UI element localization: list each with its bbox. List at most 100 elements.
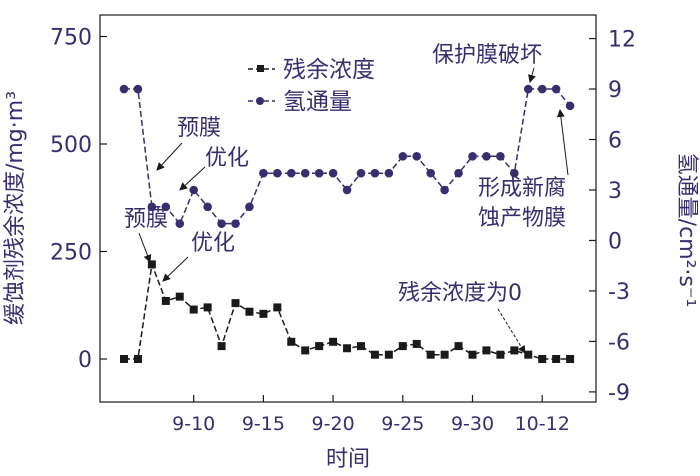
concentration-point bbox=[510, 346, 519, 355]
right-axis-title: 氢通量/cm²·s⁻¹ bbox=[674, 153, 699, 308]
flux-point bbox=[412, 152, 422, 161]
flux-point bbox=[510, 168, 519, 178]
flux-point bbox=[426, 168, 435, 178]
left-tick-label: 750 bbox=[50, 26, 92, 51]
annotation-arrow bbox=[179, 166, 206, 191]
concentration-point bbox=[370, 350, 379, 359]
concentration-point bbox=[133, 355, 142, 363]
legend: 残余浓度 氢通量 bbox=[248, 57, 375, 115]
concentration-point bbox=[175, 292, 184, 301]
right-tick-label: -3 bbox=[608, 280, 630, 305]
flux-point bbox=[454, 168, 463, 178]
x-tick-label: 9-10 bbox=[172, 413, 215, 435]
annotation-arrow bbox=[156, 142, 183, 171]
legend-label-flux: 氢通量 bbox=[283, 89, 352, 115]
legend-label-concentration: 残余浓度 bbox=[283, 57, 375, 83]
flux-point bbox=[259, 168, 268, 178]
flux-point bbox=[523, 84, 533, 94]
annotation-new-film-line2: 蚀产物膜 bbox=[478, 206, 566, 231]
right-tick-label: 12 bbox=[608, 28, 636, 53]
right-tick-label: 0 bbox=[608, 229, 622, 254]
plot-frame bbox=[99, 14, 597, 403]
right-tick-label: 6 bbox=[608, 129, 622, 154]
annotation-new-film-line1: 形成新腐 bbox=[478, 176, 566, 201]
x-axis: 9-10 9-15 9-20 9-25 9-30 10-12 bbox=[172, 395, 570, 435]
flux-point bbox=[314, 168, 324, 178]
concentration-point bbox=[329, 337, 338, 346]
x-tick-label: 9-20 bbox=[312, 413, 355, 435]
flux-point bbox=[273, 168, 282, 178]
right-tick-label: -9 bbox=[608, 381, 630, 406]
flux-point bbox=[231, 219, 240, 228]
concentration-point bbox=[524, 350, 533, 359]
concentration-point bbox=[203, 303, 212, 312]
annotation-arrow bbox=[497, 308, 526, 354]
concentration-point bbox=[189, 305, 198, 314]
concentration-point bbox=[343, 344, 352, 353]
legend-marker-square bbox=[257, 65, 264, 72]
flux-point bbox=[119, 84, 129, 94]
annotation-arrow bbox=[162, 256, 189, 282]
flux-point bbox=[300, 168, 310, 178]
flux-point bbox=[496, 152, 505, 161]
left-axis: 0 250 500 750 bbox=[50, 26, 107, 373]
flux-point bbox=[384, 168, 394, 178]
concentration-point bbox=[217, 342, 226, 351]
left-axis-title: 缓蚀剂残余浓度/mg·m³ bbox=[3, 91, 28, 325]
concentration-point bbox=[245, 307, 254, 316]
annotation-optimize-lower: 优化 bbox=[191, 231, 235, 256]
flux-point bbox=[565, 101, 575, 111]
flux-point bbox=[217, 219, 226, 228]
x-tick-label: 9-30 bbox=[451, 413, 494, 435]
concentration-point bbox=[398, 342, 407, 351]
flux-point bbox=[147, 202, 157, 212]
concentration-point bbox=[315, 342, 324, 351]
concentration-point bbox=[231, 299, 240, 308]
flux-point bbox=[440, 185, 449, 195]
concentration-point bbox=[426, 350, 435, 359]
series-line-flux bbox=[124, 88, 571, 226]
flux-point bbox=[468, 152, 477, 161]
right-tick-label: 3 bbox=[608, 179, 622, 204]
concentration-point bbox=[147, 260, 156, 269]
left-tick-label: 500 bbox=[50, 133, 92, 158]
flux-point bbox=[342, 185, 352, 195]
concentration-point bbox=[384, 350, 393, 359]
legend-marker-circle bbox=[256, 97, 264, 105]
flux-point bbox=[161, 202, 171, 212]
concentration-point bbox=[301, 346, 310, 355]
flux-point bbox=[175, 219, 185, 228]
concentration-point bbox=[412, 339, 421, 348]
concentration-point bbox=[482, 346, 491, 355]
right-tick-label: 9 bbox=[608, 78, 622, 103]
x-tick-label: 9-15 bbox=[242, 413, 285, 435]
concentration-point bbox=[259, 309, 268, 318]
right-axis: -9 -6 -3 0 3 6 9 12 bbox=[589, 28, 636, 406]
annotations: 预膜 优化 预膜 优化 保护膜破坏 形成新腐 蚀产物膜 残余浓度为0 bbox=[124, 43, 569, 354]
flux-point bbox=[551, 84, 561, 94]
annotation-prefilm-lower: 预膜 bbox=[124, 207, 168, 232]
annotation-arrow bbox=[556, 109, 569, 176]
concentration-point bbox=[287, 337, 296, 346]
flux-point bbox=[537, 84, 547, 94]
right-tick-label: -6 bbox=[608, 330, 630, 355]
concentration-point bbox=[440, 350, 449, 359]
flux-point bbox=[398, 152, 408, 161]
flux-point bbox=[133, 84, 143, 94]
flux-point bbox=[189, 185, 198, 195]
flux-point bbox=[328, 168, 338, 178]
annotation-arrow bbox=[138, 232, 152, 263]
concentration-point bbox=[538, 355, 547, 363]
left-tick-label: 0 bbox=[78, 348, 92, 373]
x-tick-label: 9-25 bbox=[381, 413, 424, 435]
flux-point bbox=[203, 202, 212, 212]
flux-point bbox=[370, 168, 380, 178]
annotation-zero-residual: 残余浓度为0 bbox=[398, 281, 522, 306]
concentration-point bbox=[356, 342, 365, 351]
x-axis-title: 时间 bbox=[326, 447, 370, 472]
flux-point bbox=[356, 168, 366, 178]
concentration-point bbox=[468, 350, 477, 359]
left-tick-label: 250 bbox=[50, 241, 92, 266]
concentration-point bbox=[161, 296, 170, 305]
